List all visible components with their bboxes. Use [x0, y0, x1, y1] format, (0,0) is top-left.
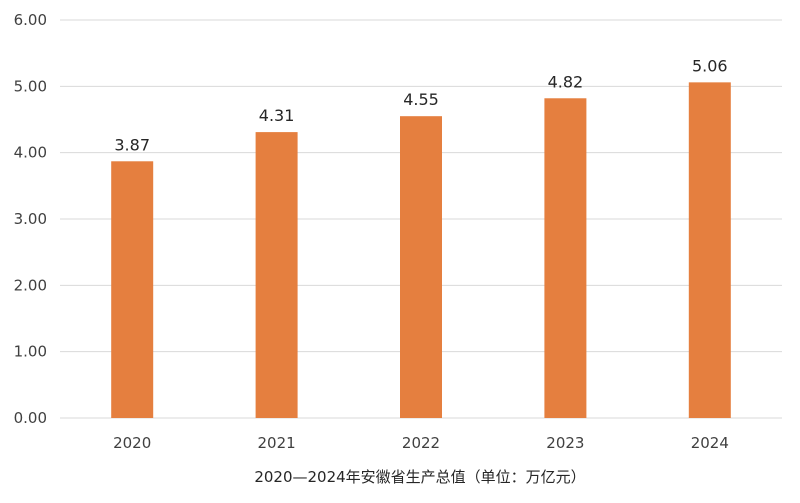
x-tick-label-2023: 2023 [546, 434, 584, 452]
x-tick-label-2022: 2022 [402, 434, 440, 452]
data-label-2020: 3.87 [114, 135, 150, 154]
bars [111, 82, 731, 419]
y-tick-label: 2.00 [14, 276, 47, 294]
bar-2021 [255, 132, 298, 418]
y-tick-label: 3.00 [14, 210, 47, 228]
data-label-2023: 4.82 [548, 72, 584, 91]
bar-2024 [688, 82, 731, 418]
x-tick-label-2024: 2024 [691, 434, 729, 452]
y-tick-label: 6.00 [14, 11, 47, 29]
bar-2022 [400, 116, 442, 418]
data-label-2022: 4.55 [403, 90, 439, 109]
bar-2020 [111, 161, 154, 419]
y-tick-label: 5.00 [14, 77, 47, 95]
bar-2023 [544, 98, 587, 419]
data-labels: 3.87 4.31 4.55 4.82 5.06 [114, 56, 727, 154]
x-tick-label-2021: 2021 [258, 434, 296, 452]
y-tick-label: 1.00 [14, 343, 47, 361]
y-axis-tick-labels: 0.00 1.00 2.00 3.00 4.00 5.00 6.00 [14, 11, 47, 427]
x-axis-title: 2020—2024年安徽省生产总值（单位：万亿元） [254, 468, 585, 486]
x-axis-tick-labels: 2020 2021 2022 2023 2024 [113, 434, 729, 452]
data-label-2024: 5.06 [692, 56, 728, 75]
x-tick-label-2020: 2020 [113, 434, 151, 452]
data-label-2021: 4.31 [259, 106, 295, 125]
y-tick-label: 0.00 [14, 409, 47, 427]
y-tick-label: 4.00 [14, 144, 47, 162]
